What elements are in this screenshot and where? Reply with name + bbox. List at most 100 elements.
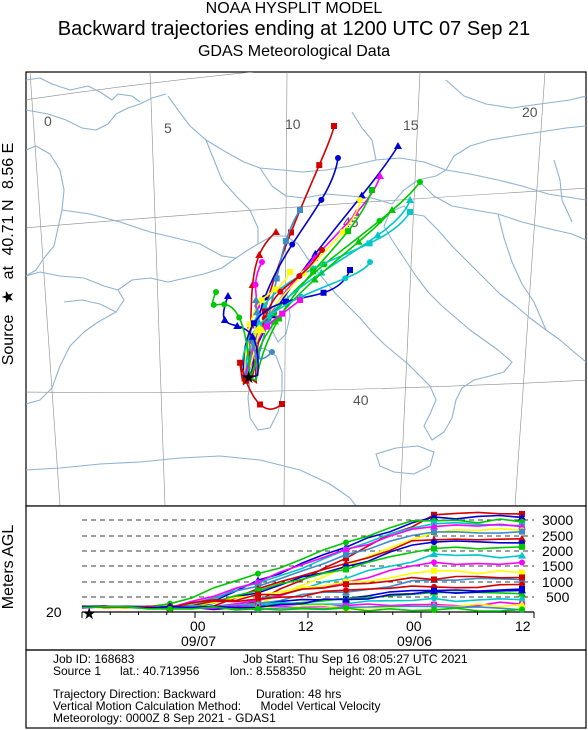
map-trajectory-marker-6-2 bbox=[273, 275, 280, 282]
footer-frame bbox=[25, 649, 587, 729]
height-trajectory-marker-21-16 bbox=[431, 576, 437, 583]
map-trajectory-21 bbox=[239, 361, 283, 410]
map-trajectory-end-9 bbox=[369, 187, 375, 193]
source-lon-value: 8.558350 bbox=[256, 664, 307, 678]
source-lat-value: 40.713956 bbox=[142, 664, 200, 678]
height-trajectory-marker-9-12 bbox=[343, 566, 349, 573]
height-trajectory-marker-21-8 bbox=[255, 591, 261, 598]
level-label-2000: 2000 bbox=[542, 543, 573, 559]
map-trajectory-marker-14-3 bbox=[296, 273, 303, 280]
height-trajectory-23 bbox=[81, 605, 523, 612]
height-axis-label: Meters AGL bbox=[0, 524, 17, 610]
height-trajectory-marker-4-20 bbox=[518, 522, 526, 530]
height-trajectory-marker-11-20 bbox=[519, 559, 525, 566]
height-trajectory-marker-17-16 bbox=[431, 595, 437, 602]
map-trajectory-marker-16-1 bbox=[271, 317, 280, 325]
map-trajectory-marker-23-3 bbox=[210, 301, 217, 308]
map-trajectory-marker-1-3 bbox=[357, 191, 366, 199]
height-trajectory-marker-23-8 bbox=[255, 605, 261, 612]
map-trajectory-end-23 bbox=[213, 289, 219, 295]
level-label-2500: 2500 bbox=[542, 528, 573, 544]
meteorology-row: Meteorology: 0000Z 8 Sep 2021 - GDAS1 bbox=[53, 711, 276, 725]
map-trajectory-end-2 bbox=[417, 179, 423, 185]
date-label-0906: 09/06 bbox=[397, 633, 432, 649]
direction-row: Trajectory Direction: Backward bbox=[53, 687, 216, 701]
map-trajectory-marker-12-2 bbox=[258, 297, 265, 304]
time-tick-label-12-a: 12 bbox=[298, 618, 314, 634]
height-trajectory-marker-23-16 bbox=[431, 606, 437, 613]
map-trajectory-marker-15-1 bbox=[250, 320, 257, 327]
height-trajectory-marker-6-12 bbox=[343, 551, 349, 558]
height-trajectory-marker-2-12 bbox=[343, 539, 349, 546]
map-trajectory-marker-11-3 bbox=[252, 281, 259, 288]
map-trajectory-6 bbox=[249, 209, 301, 379]
height-trajectory-marker-22-20 bbox=[518, 586, 526, 594]
map-trajectory-marker-16-3 bbox=[354, 237, 363, 245]
height-trajectory-marker-9-8 bbox=[255, 587, 261, 594]
height-trajectory-marker-19-20 bbox=[518, 600, 526, 608]
direction-label: Trajectory Direction: bbox=[53, 687, 160, 701]
duration-value: 48 hrs bbox=[308, 687, 342, 701]
height-trajectory-marker-23-12 bbox=[343, 605, 349, 612]
height-trajectory-marker-21-12 bbox=[343, 581, 349, 588]
height-trajectory-marker-23-4 bbox=[167, 605, 173, 612]
map-trajectory-end-6 bbox=[297, 207, 303, 213]
map-trajectory-end-13 bbox=[252, 296, 260, 303]
level-label-1000: 1000 bbox=[542, 574, 573, 590]
map-trajectory-marker-9-2 bbox=[310, 268, 317, 275]
job-start-row: Job Start: Thu Sep 16 08:05:27 UTC 2021 bbox=[243, 652, 468, 666]
height-trajectory-marker-6-16 bbox=[431, 529, 437, 536]
map-trajectory-marker-8-2 bbox=[289, 241, 296, 248]
height-trajectory-22 bbox=[81, 589, 523, 609]
map-trajectory-marker-12-1 bbox=[247, 321, 254, 328]
date-label-0907: 09/07 bbox=[181, 633, 216, 649]
height-trajectory-marker-4-12 bbox=[342, 545, 350, 553]
map-trajectory-end-17 bbox=[367, 259, 373, 265]
height-trajectory-marker-22-12 bbox=[342, 595, 350, 603]
source-name: Source 1 bbox=[53, 664, 102, 678]
source-height-value: 20 m AGL bbox=[368, 664, 422, 678]
map-trajectory-15 bbox=[242, 269, 351, 386]
lon-label-10: 10 bbox=[285, 116, 301, 132]
map-trajectory-marker-8-3 bbox=[318, 196, 325, 203]
time-ticks bbox=[81, 612, 535, 618]
map-trajectory-marker-22-3 bbox=[220, 316, 229, 324]
height-trajectory-marker-12-16 bbox=[431, 567, 437, 574]
map-trajectory-marker-21-3 bbox=[257, 401, 264, 408]
job-start-value: Thu Sep 16 08:05:27 UTC 2021 bbox=[297, 652, 468, 666]
time-tick-label-12-b: 12 bbox=[515, 618, 531, 634]
map-trajectory-marker-6-1 bbox=[264, 320, 271, 327]
height-trajectory-marker-6-20 bbox=[519, 528, 525, 535]
height-start-label: 20 bbox=[46, 604, 62, 620]
map-frame bbox=[25, 71, 587, 507]
map-trajectory-marker-12-3 bbox=[272, 286, 279, 293]
level-label-1500: 1500 bbox=[542, 558, 573, 574]
height-trajectory-marker-0-12 bbox=[343, 555, 349, 562]
source-height-label: height: bbox=[329, 664, 366, 678]
map-trajectory-end-3 bbox=[407, 209, 413, 215]
map-trajectory-end-19 bbox=[258, 326, 266, 333]
map-trajectory-end-14 bbox=[319, 247, 325, 253]
source-star-icon: ★ bbox=[241, 368, 256, 387]
meteorology-label: Meteorology: bbox=[53, 711, 123, 725]
source-row: Source 1 bbox=[53, 664, 102, 678]
map-trajectory-17 bbox=[241, 261, 371, 379]
height-trajectory-marker-10-16 bbox=[430, 550, 438, 558]
height-trajectory-marker-21-20 bbox=[519, 574, 525, 581]
map-trajectory-marker-14-2 bbox=[277, 288, 284, 295]
map-trajectory-end-0 bbox=[331, 123, 337, 129]
job-info-footer: Job ID: 168683 Job Start: Thu Sep 16 08:… bbox=[26, 652, 586, 728]
map-trajectory-marker-6-3 bbox=[282, 238, 289, 245]
map-trajectory-marker-10-3 bbox=[373, 231, 382, 239]
map-trajectory-end-16 bbox=[388, 206, 396, 213]
height-trajectory-marker-14-12 bbox=[343, 587, 349, 594]
height-trajectory-marker-1-16 bbox=[430, 512, 438, 520]
map-trajectory-end-20 bbox=[269, 349, 275, 355]
height-trajectory-marker-11-16 bbox=[431, 559, 437, 566]
source-height-row: height: 20 m AGL bbox=[329, 664, 422, 678]
height-trajectory-marker-2-8 bbox=[255, 570, 261, 577]
source-lat-label: lat.: bbox=[120, 664, 140, 678]
map-trajectory-end-15 bbox=[347, 267, 353, 273]
map-trajectory-end-21 bbox=[279, 401, 285, 407]
height-trajectory-marker-9-20 bbox=[519, 543, 525, 550]
